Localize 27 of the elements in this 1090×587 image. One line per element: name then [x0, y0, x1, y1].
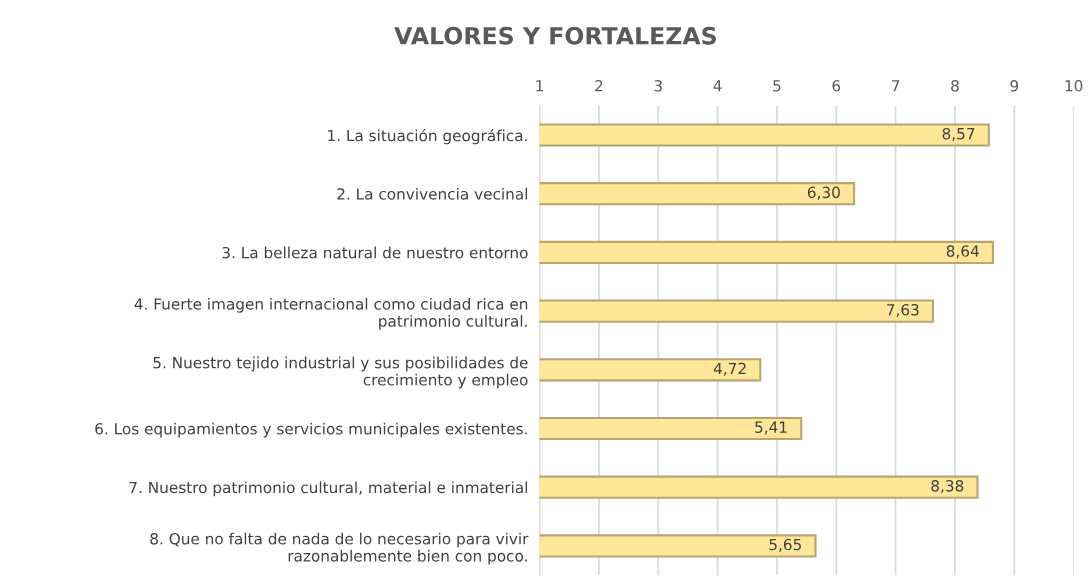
- data-label: 8,64: [946, 245, 979, 259]
- x-tick-label: 6: [832, 80, 841, 92]
- chart-title: VALORES Y FORTALEZAS: [394, 26, 716, 45]
- x-tick-label: 3: [654, 80, 662, 92]
- y-tick-label: 3. La belleza natural de nuestro entorno: [222, 246, 528, 259]
- data-label: 5,65: [769, 538, 801, 552]
- x-tick-label: 7: [892, 80, 900, 92]
- data-label: 8,38: [931, 480, 964, 494]
- x-tick-label: 8: [951, 80, 959, 92]
- data-label: 7,63: [887, 303, 919, 318]
- data-label: 4,72: [713, 362, 746, 376]
- data-label: 6,30: [807, 186, 840, 200]
- x-tick-label: 4: [713, 80, 722, 92]
- x-tick-label: 10: [1065, 80, 1083, 92]
- y-tick-label: 1. La situación geográfica.: [328, 128, 527, 145]
- x-tick-label: 5: [773, 80, 781, 92]
- x-tick-label: 2: [595, 80, 603, 92]
- y-tick-label: 2. La convivencia vecinal: [337, 187, 527, 200]
- data-label: 8,57: [942, 127, 975, 141]
- x-tick-label: 9: [1010, 80, 1019, 92]
- y-tick-label: 8. Que no falta de nada de lo necesario para vivir razonablemente bien con poco.: [150, 532, 529, 565]
- y-tick-label: 5. Nuestro tejido industrial y sus posibilidades de crecimiento y empleo: [153, 356, 528, 389]
- y-tick-label: 7. Nuestro patrimonio cultural, material e inmaterial: [129, 481, 528, 497]
- data-label: 5,41: [755, 421, 787, 435]
- y-tick-label: 4. Fuerte imagen internacional como ciudad rica en patrimonio cultural.: [134, 297, 528, 330]
- x-tick-label: 1: [536, 80, 543, 92]
- y-tick-label: 6. Los equipamientos y servicios municipales existentes.: [95, 422, 527, 438]
